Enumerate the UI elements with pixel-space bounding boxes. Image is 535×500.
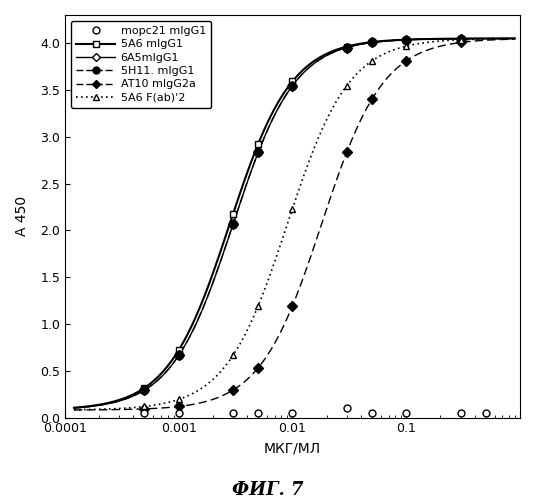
mopc21 mIgG1 — [457, 410, 464, 416]
mopc21 mIgG1 — [230, 410, 236, 416]
X-axis label: МКГ/МЛ: МКГ/МЛ — [264, 441, 321, 455]
mopc21 mIgG1 — [175, 410, 182, 416]
mopc21 mIgG1 — [141, 410, 148, 416]
mopc21 mIgG1 — [255, 410, 262, 416]
Line: mopc21 mIgG1: mopc21 mIgG1 — [141, 404, 489, 416]
Legend: mopc21 mIgG1, 5A6 mIgG1, 6A5mIgG1, 5H11. mIgG1, AT10 mIgG2a, 5A6 F(ab)'2: mopc21 mIgG1, 5A6 mIgG1, 6A5mIgG1, 5H11.… — [71, 20, 211, 108]
mopc21 mIgG1 — [403, 410, 409, 416]
mopc21 mIgG1 — [483, 410, 489, 416]
mopc21 mIgG1 — [369, 410, 375, 416]
mopc21 mIgG1 — [343, 405, 350, 411]
Text: ФИГ. 7: ФИГ. 7 — [232, 481, 303, 499]
mopc21 mIgG1 — [289, 410, 296, 416]
Y-axis label: А 450: А 450 — [15, 196, 29, 236]
